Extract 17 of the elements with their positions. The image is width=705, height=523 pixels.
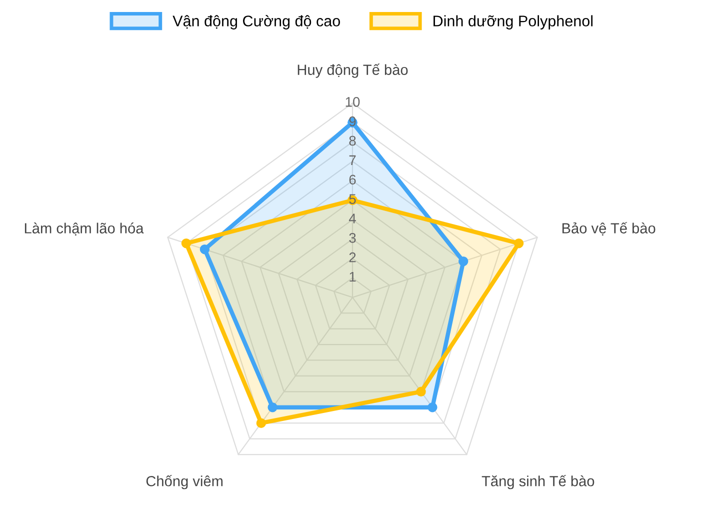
- y-tick-label: 3: [349, 232, 356, 243]
- y-tick-label: 4: [348, 214, 356, 224]
- spoke-label: Chống viêm: [146, 474, 223, 490]
- y-tick-label: 8: [349, 136, 356, 146]
- spoke-label: Bảo vệ Tế bào: [562, 222, 656, 236]
- spoke-label: Huy động Tế bào: [298, 64, 408, 78]
- y-tick-label: 5: [349, 194, 356, 204]
- legend-label: Dinh dưỡng Polyphenol: [434, 15, 593, 30]
- legend-label: Vận động Cường độ cao: [172, 15, 340, 30]
- y-tick-label: 10: [346, 97, 360, 107]
- spoke-label: Tăng sinh Tế bào: [482, 474, 594, 490]
- y-tick-label: 1: [350, 272, 356, 282]
- y-tick-label: 2: [349, 252, 356, 262]
- y-tick-label: 7: [349, 155, 356, 165]
- y-tick-label: 6: [349, 174, 356, 185]
- spoke-label: Làm chậm lão hóa: [24, 222, 144, 236]
- y-tick-label: 9: [349, 116, 356, 126]
